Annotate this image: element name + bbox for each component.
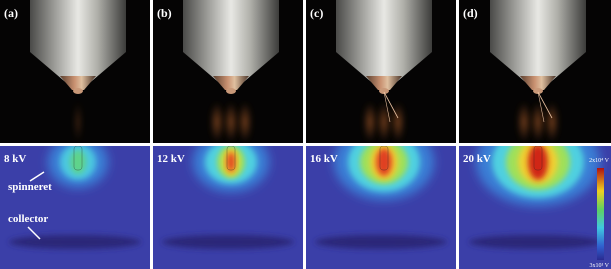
jet-glow [210, 102, 224, 142]
nozzle-body [183, 0, 279, 52]
jet-glow [545, 102, 559, 142]
spinneret-label: spinneret [8, 181, 52, 193]
voltage-label: 16 kV [310, 153, 338, 165]
voltage-label: 12 kV [157, 153, 185, 165]
nozzle-body [336, 0, 432, 52]
collector [9, 235, 141, 249]
jet-glow [74, 102, 82, 142]
jet-glow [391, 102, 405, 142]
nozzle-body [30, 0, 126, 52]
panel-label: (c) [310, 6, 323, 20]
photo-panel: (d) [459, 0, 611, 143]
collector-label: collector [8, 213, 48, 225]
field-contour [227, 152, 235, 172]
voltage-label: 8 kV [4, 153, 26, 165]
jet-glow [238, 102, 252, 142]
jet-glow [224, 102, 238, 142]
collector [315, 235, 447, 249]
nozzle-body [490, 0, 586, 52]
colorbar [597, 168, 604, 260]
colorbar-min: 3x10¹ V [589, 263, 609, 269]
field-contour [376, 148, 392, 176]
droplet [226, 88, 236, 94]
jet-glow [517, 102, 531, 142]
droplet [73, 88, 83, 94]
page: {"panels": [ {"label": "(a)", "voltage":… [0, 0, 611, 269]
field-contour [528, 144, 548, 180]
photo-panel: (b) [153, 0, 303, 143]
photo-panel: (a) [0, 0, 150, 143]
jet-glow [531, 102, 545, 142]
jet-glow [363, 102, 377, 142]
collector [162, 235, 294, 249]
panel-label: (d) [463, 6, 478, 20]
photo-panel: (c) [306, 0, 456, 143]
voltage-label: 20 kV [463, 153, 491, 165]
colorbar-max: 2x10⁴ V [589, 158, 609, 164]
panel-label: (b) [157, 6, 172, 20]
panel-label: (a) [4, 6, 18, 20]
collector [469, 235, 601, 249]
field-panel: 8 kV [0, 136, 150, 269]
jet-glow [377, 102, 391, 142]
field-contour [70, 150, 86, 174]
figure: (a) 8 kV (b) 12 kV (c) 16 kV (d) 20 kV spinneret… [0, 0, 611, 269]
field-panel: 12 kV [153, 132, 303, 269]
